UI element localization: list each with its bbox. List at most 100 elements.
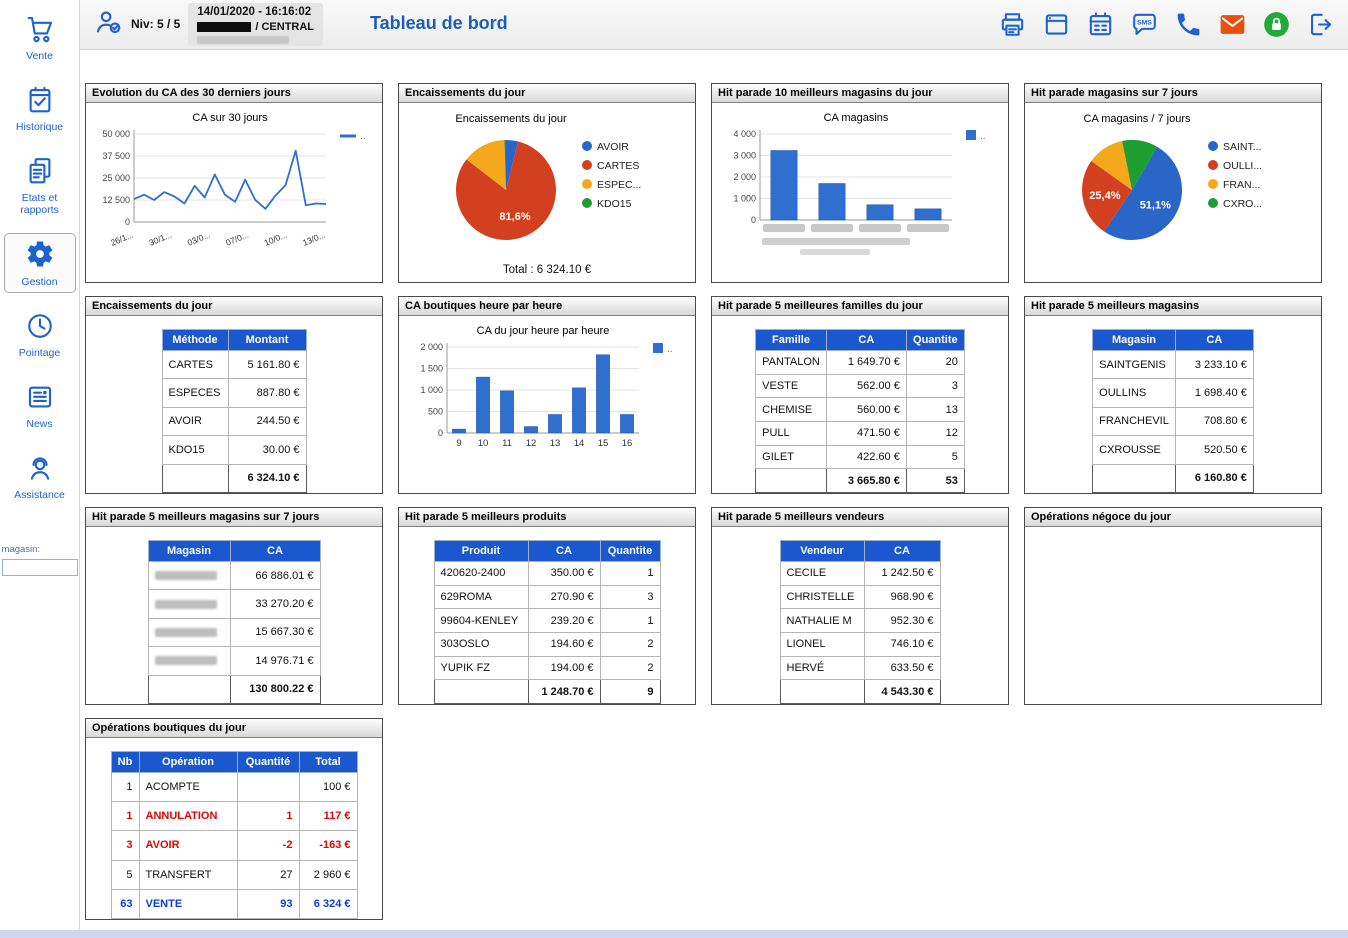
svg-text:51,1%: 51,1% (1140, 200, 1171, 212)
phone-icon[interactable] (1173, 9, 1204, 40)
table-total-row: 3 665.80 €53 (755, 468, 965, 493)
window-icon[interactable] (1041, 9, 1072, 40)
table-row: OULLINS 1 698.40 € (1092, 378, 1254, 408)
table-cell: -2 (236, 830, 300, 861)
panel-operations-boutiques: Opérations boutiques du jour Nb Opération… (85, 718, 383, 920)
column-header: Quantite (599, 540, 661, 562)
svg-text:..: .. (667, 344, 673, 355)
data-table: Produit CA Quantite 420620-2400 350.00 €1 629… (433, 540, 661, 704)
svg-text:3 000: 3 000 (733, 151, 756, 161)
table-header-row: Nb Opération Quantité Total (110, 751, 358, 773)
svg-text:50 000: 50 000 (102, 129, 130, 139)
column-header: Méthode (161, 329, 229, 351)
table-cell: 194.60 € (527, 631, 601, 657)
table-row: SAINTGENIS 3 233.10 € (1092, 349, 1254, 380)
table-cell: CXROUSSE (1092, 435, 1176, 465)
operations-negoce-empty (1025, 527, 1321, 704)
cart-icon (25, 14, 55, 47)
table-cell: 350.00 € (527, 561, 601, 586)
panel-title: Hit parade 5 meilleurs vendeurs (712, 508, 1008, 527)
svg-text:CA magasins / 7 jours: CA magasins / 7 jours (1084, 113, 1191, 125)
table-cell: SAINTGENIS (1092, 349, 1176, 380)
panel-title: Hit parade magasins sur 7 jours (1025, 84, 1321, 103)
column-header: Total (298, 751, 358, 773)
table-cell: 30.00 € (227, 435, 307, 465)
user-icon[interactable] (93, 7, 123, 42)
produits-table: Produit CA Quantite 420620-2400 350.00 €1 629… (399, 527, 695, 704)
table-cell: 471.50 € (825, 420, 907, 446)
svg-text:30/1...: 30/1... (147, 230, 173, 248)
svg-text:CA magasins: CA magasins (824, 112, 889, 124)
bar-chart-svg: CA magasins 0 1 000 2 000 3 000 4 000.. (733, 112, 986, 255)
column-header: Magasin (1092, 329, 1176, 351)
sidebar-item-vente[interactable]: Vente (4, 8, 76, 67)
table-cell: 708.80 € (1174, 406, 1254, 437)
sidebar-item-label: Historique (15, 121, 64, 134)
table-row: CXROUSSE 520.50 € (1092, 435, 1254, 465)
svg-text:10/0...: 10/0... (263, 230, 289, 248)
panel-familles-jour: Hit parade 5 meilleures familles du jour… (711, 296, 1009, 494)
table-cell: 130 800.22 € (229, 674, 321, 704)
table-row: AVOIR 244.50 € (161, 406, 307, 437)
table-cell: ANNULATION (138, 801, 238, 832)
svg-text:KDO15: KDO15 (597, 198, 632, 210)
mail-icon[interactable] (1217, 9, 1248, 40)
bar-chart-svg: CA du jour heure par heure 0 500 1 000 1 500… (420, 325, 673, 449)
magasins-7j-table: Magasin CA 66 886.01 €33 270.20 €15 667.30… (86, 527, 382, 704)
column-header: Montant (227, 329, 307, 351)
panel-ca-heure-par-heure: CA boutiques heure par heure CA du jour … (398, 296, 696, 494)
sidebar: Vente Historique Etats et rapports Gestion P… (0, 0, 80, 930)
sidebar-item-pointage[interactable]: Pointage (4, 305, 76, 364)
panel-encaissements-table: Encaissements du jour Méthode Montant CART… (85, 296, 383, 494)
panel-hit10-magasins-jour: Hit parade 10 meilleurs magasins du jour… (711, 83, 1009, 283)
table-cell: 6 324 € (298, 888, 358, 919)
table-cell: 99604-KENLEY (433, 608, 529, 633)
table-cell: 3 665.80 € (825, 468, 907, 493)
column-header: Magasin (147, 540, 231, 562)
sidebar-item-news[interactable]: News (4, 376, 76, 435)
table-cell: 2 (599, 655, 661, 681)
sidebar-item-etats-et-rapports[interactable]: Etats et rapports (4, 150, 76, 221)
column-header: Produit (433, 540, 529, 562)
lock-icon[interactable] (1261, 9, 1292, 40)
table-cell: 5 (905, 444, 965, 470)
table-cell: AVOIR (138, 830, 238, 861)
line-chart-svg: CA sur 30 jours 0 12 500 25 000 37 500 50 000… (102, 112, 365, 248)
table-cell: 244.50 € (227, 406, 307, 437)
column-header: Famille (755, 329, 827, 351)
panel-encaissements-pie: Encaissements du jour Encaissements du j… (398, 83, 696, 283)
svg-text:1 000: 1 000 (420, 385, 443, 395)
panel-title: Hit parade 10 meilleurs magasins du jour (712, 84, 1008, 103)
sidebar-item-gestion[interactable]: Gestion (3, 233, 76, 293)
table-cell: 1 698.40 € (1174, 378, 1254, 408)
table-header-row: Magasin CA (1092, 329, 1254, 351)
panel-magasins-7j-table: Hit parade 5 meilleurs magasins sur 7 jo… (85, 507, 383, 705)
table-cell: HERVÉ (779, 655, 865, 681)
vendeurs-table: Vendeur CA CECILE 1 242.50 € CHRISTELLE 968.9… (712, 527, 1008, 704)
sms-icon[interactable]: SMS (1129, 9, 1160, 40)
panel-operations-negoce: Opérations négoce du jour (1024, 507, 1322, 705)
table-row: 420620-2400 350.00 €1 (433, 561, 661, 586)
table-cell: PULL (755, 420, 827, 446)
table-row: ESPECES 887.80 € (161, 378, 307, 408)
table-cell: 4 543.30 € (863, 679, 941, 704)
table-cell: 14 976.71 € (229, 646, 321, 676)
table-row: LIONEL 746.10 € (779, 631, 941, 657)
magasin-input[interactable] (1, 558, 78, 576)
calendar-icon[interactable] (1085, 9, 1116, 40)
logout-icon[interactable] (1305, 9, 1336, 40)
table-cell: 1 (110, 771, 140, 803)
table-cell: 13 (905, 397, 965, 422)
table-row: NATHALIE M 952.30 € (779, 608, 941, 633)
sidebar-item-historique[interactable]: Historique (4, 79, 76, 138)
printer-icon[interactable] (997, 9, 1028, 40)
sidebar-item-assistance[interactable]: Assistance (4, 447, 76, 506)
panel-title: Hit parade 5 meilleurs magasins (1025, 297, 1321, 316)
svg-text:0: 0 (751, 215, 756, 225)
column-header: Quantité (236, 751, 300, 773)
column-header: Vendeur (779, 540, 865, 562)
svg-text:2 000: 2 000 (733, 172, 756, 182)
table-cell: 100 € (298, 771, 358, 803)
data-table: Vendeur CA CECILE 1 242.50 € CHRISTELLE 968.9… (779, 540, 941, 704)
svg-text:12: 12 (526, 438, 537, 449)
